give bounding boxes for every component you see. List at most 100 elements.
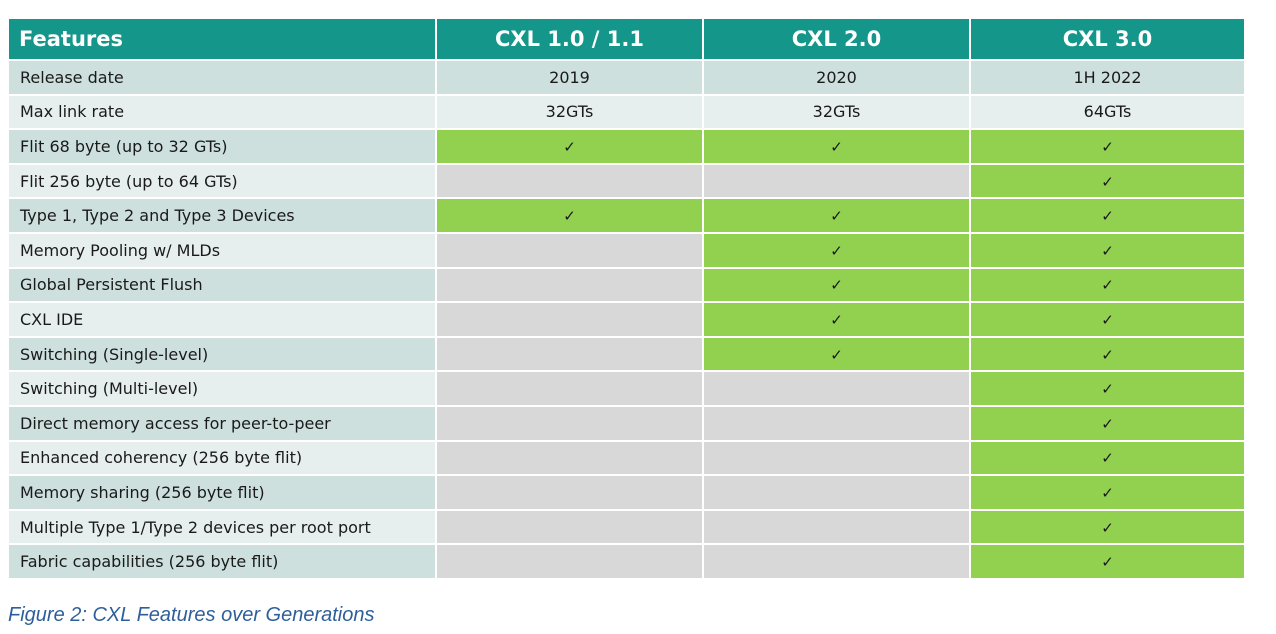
cxl-features-table-container: Features CXL 1.0 / 1.1 CXL 2.0 CXL 3.0 R… <box>7 17 1246 580</box>
unsupported-cell-cxl-1 <box>435 404 704 442</box>
feature-label: Switching (Single-level) <box>7 335 437 373</box>
check-icon: ✓ <box>1101 518 1114 537</box>
cxl-features-table: Features CXL 1.0 / 1.1 CXL 2.0 CXL 3.0 R… <box>7 17 1246 580</box>
unsupported-cell-cxl-2 <box>702 474 971 511</box>
feature-label: Enhanced coherency (256 byte flit) <box>7 439 437 477</box>
table-header-row: Features CXL 1.0 / 1.1 CXL 2.0 CXL 3.0 <box>7 17 1246 61</box>
table-row: Multiple Type 1/Type 2 devices per root … <box>7 508 1246 546</box>
feature-label: Flit 256 byte (up to 64 GTs) <box>7 162 437 200</box>
feature-label: Max link rate <box>7 93 437 131</box>
feature-label: Memory Pooling w/ MLDs <box>7 231 437 269</box>
table-row: Enhanced coherency (256 byte flit) ✓ <box>7 439 1246 477</box>
release-date-cxl-2: 2020 <box>702 59 971 96</box>
table-row: Fabric capabilities (256 byte flit) ✓ <box>7 543 1246 580</box>
check-icon: ✓ <box>830 241 843 260</box>
unsupported-cell-cxl-1 <box>435 162 704 200</box>
feature-label: Multiple Type 1/Type 2 devices per root … <box>7 508 437 546</box>
figure-caption: Figure 2: CXL Features over Generations <box>8 604 375 626</box>
table-row: Memory Pooling w/ MLDs ✓ ✓ <box>7 231 1246 269</box>
check-icon: ✓ <box>1101 483 1114 502</box>
feature-label: Direct memory access for peer-to-peer <box>7 404 437 442</box>
supported-cell-cxl-3: ✓ <box>969 266 1246 304</box>
supported-cell-cxl-3: ✓ <box>969 404 1246 442</box>
max-link-rate-cxl-1: 32GTs <box>435 93 704 131</box>
check-icon: ✓ <box>563 207 576 226</box>
feature-label: Fabric capabilities (256 byte flit) <box>7 543 437 580</box>
supported-cell-cxl-3: ✓ <box>969 197 1246 234</box>
supported-cell-cxl-2: ✓ <box>702 128 971 165</box>
unsupported-cell-cxl-2 <box>702 370 971 407</box>
table-body: Release date 2019 2020 1H 2022 Max link … <box>7 59 1246 580</box>
unsupported-cell-cxl-1 <box>435 474 704 511</box>
table-row: Direct memory access for peer-to-peer ✓ <box>7 404 1246 442</box>
supported-cell-cxl-3: ✓ <box>969 335 1246 373</box>
check-icon: ✓ <box>830 310 843 329</box>
supported-cell-cxl-3: ✓ <box>969 301 1246 338</box>
unsupported-cell-cxl-1 <box>435 439 704 477</box>
feature-label: Flit 68 byte (up to 32 GTs) <box>7 128 437 165</box>
unsupported-cell-cxl-1 <box>435 231 704 269</box>
check-icon: ✓ <box>830 345 843 364</box>
check-icon: ✓ <box>1101 137 1114 156</box>
unsupported-cell-cxl-2 <box>702 543 971 580</box>
check-icon: ✓ <box>1101 276 1114 295</box>
header-features: Features <box>7 17 437 61</box>
check-icon: ✓ <box>1101 207 1114 226</box>
supported-cell-cxl-2: ✓ <box>702 266 971 304</box>
table-row: Global Persistent Flush ✓ ✓ <box>7 266 1246 304</box>
supported-cell-cxl-3: ✓ <box>969 543 1246 580</box>
supported-cell-cxl-1: ✓ <box>435 197 704 234</box>
check-icon: ✓ <box>1101 345 1114 364</box>
table-row-release-date: Release date 2019 2020 1H 2022 <box>7 59 1246 96</box>
supported-cell-cxl-3: ✓ <box>969 439 1246 477</box>
unsupported-cell-cxl-1 <box>435 543 704 580</box>
unsupported-cell-cxl-1 <box>435 266 704 304</box>
feature-label: Global Persistent Flush <box>7 266 437 304</box>
supported-cell-cxl-3: ✓ <box>969 474 1246 511</box>
supported-cell-cxl-2: ✓ <box>702 197 971 234</box>
feature-label: Release date <box>7 59 437 96</box>
table-row: CXL IDE ✓ ✓ <box>7 301 1246 338</box>
release-date-cxl-3: 1H 2022 <box>969 59 1246 96</box>
supported-cell-cxl-3: ✓ <box>969 370 1246 407</box>
header-cxl-3: CXL 3.0 <box>969 17 1246 61</box>
check-icon: ✓ <box>1101 449 1114 468</box>
unsupported-cell-cxl-2 <box>702 508 971 546</box>
feature-label: Memory sharing (256 byte flit) <box>7 474 437 511</box>
table-row-max-link-rate: Max link rate 32GTs 32GTs 64GTs <box>7 93 1246 131</box>
supported-cell-cxl-2: ✓ <box>702 231 971 269</box>
table-row: Memory sharing (256 byte flit) ✓ <box>7 474 1246 511</box>
unsupported-cell-cxl-2 <box>702 162 971 200</box>
check-icon: ✓ <box>1101 380 1114 399</box>
header-cxl-2: CXL 2.0 <box>702 17 971 61</box>
table-row: Flit 68 byte (up to 32 GTs) ✓ ✓ ✓ <box>7 128 1246 165</box>
feature-label: Type 1, Type 2 and Type 3 Devices <box>7 197 437 234</box>
table-row: Switching (Single-level) ✓ ✓ <box>7 335 1246 373</box>
check-icon: ✓ <box>830 137 843 156</box>
unsupported-cell-cxl-1 <box>435 508 704 546</box>
check-icon: ✓ <box>830 276 843 295</box>
supported-cell-cxl-3: ✓ <box>969 128 1246 165</box>
table-row: Type 1, Type 2 and Type 3 Devices ✓ ✓ ✓ <box>7 197 1246 234</box>
supported-cell-cxl-3: ✓ <box>969 162 1246 200</box>
unsupported-cell-cxl-1 <box>435 335 704 373</box>
supported-cell-cxl-3: ✓ <box>969 231 1246 269</box>
check-icon: ✓ <box>1101 172 1114 191</box>
unsupported-cell-cxl-1 <box>435 301 704 338</box>
unsupported-cell-cxl-2 <box>702 439 971 477</box>
check-icon: ✓ <box>1101 414 1114 433</box>
header-cxl-1: CXL 1.0 / 1.1 <box>435 17 704 61</box>
supported-cell-cxl-2: ✓ <box>702 301 971 338</box>
supported-cell-cxl-3: ✓ <box>969 508 1246 546</box>
supported-cell-cxl-1: ✓ <box>435 128 704 165</box>
unsupported-cell-cxl-2 <box>702 404 971 442</box>
feature-label: CXL IDE <box>7 301 437 338</box>
table-row: Flit 256 byte (up to 64 GTs) ✓ <box>7 162 1246 200</box>
supported-cell-cxl-2: ✓ <box>702 335 971 373</box>
check-icon: ✓ <box>563 137 576 156</box>
table-row: Switching (Multi-level) ✓ <box>7 370 1246 407</box>
check-icon: ✓ <box>1101 241 1114 260</box>
max-link-rate-cxl-3: 64GTs <box>969 93 1246 131</box>
release-date-cxl-1: 2019 <box>435 59 704 96</box>
feature-label: Switching (Multi-level) <box>7 370 437 407</box>
